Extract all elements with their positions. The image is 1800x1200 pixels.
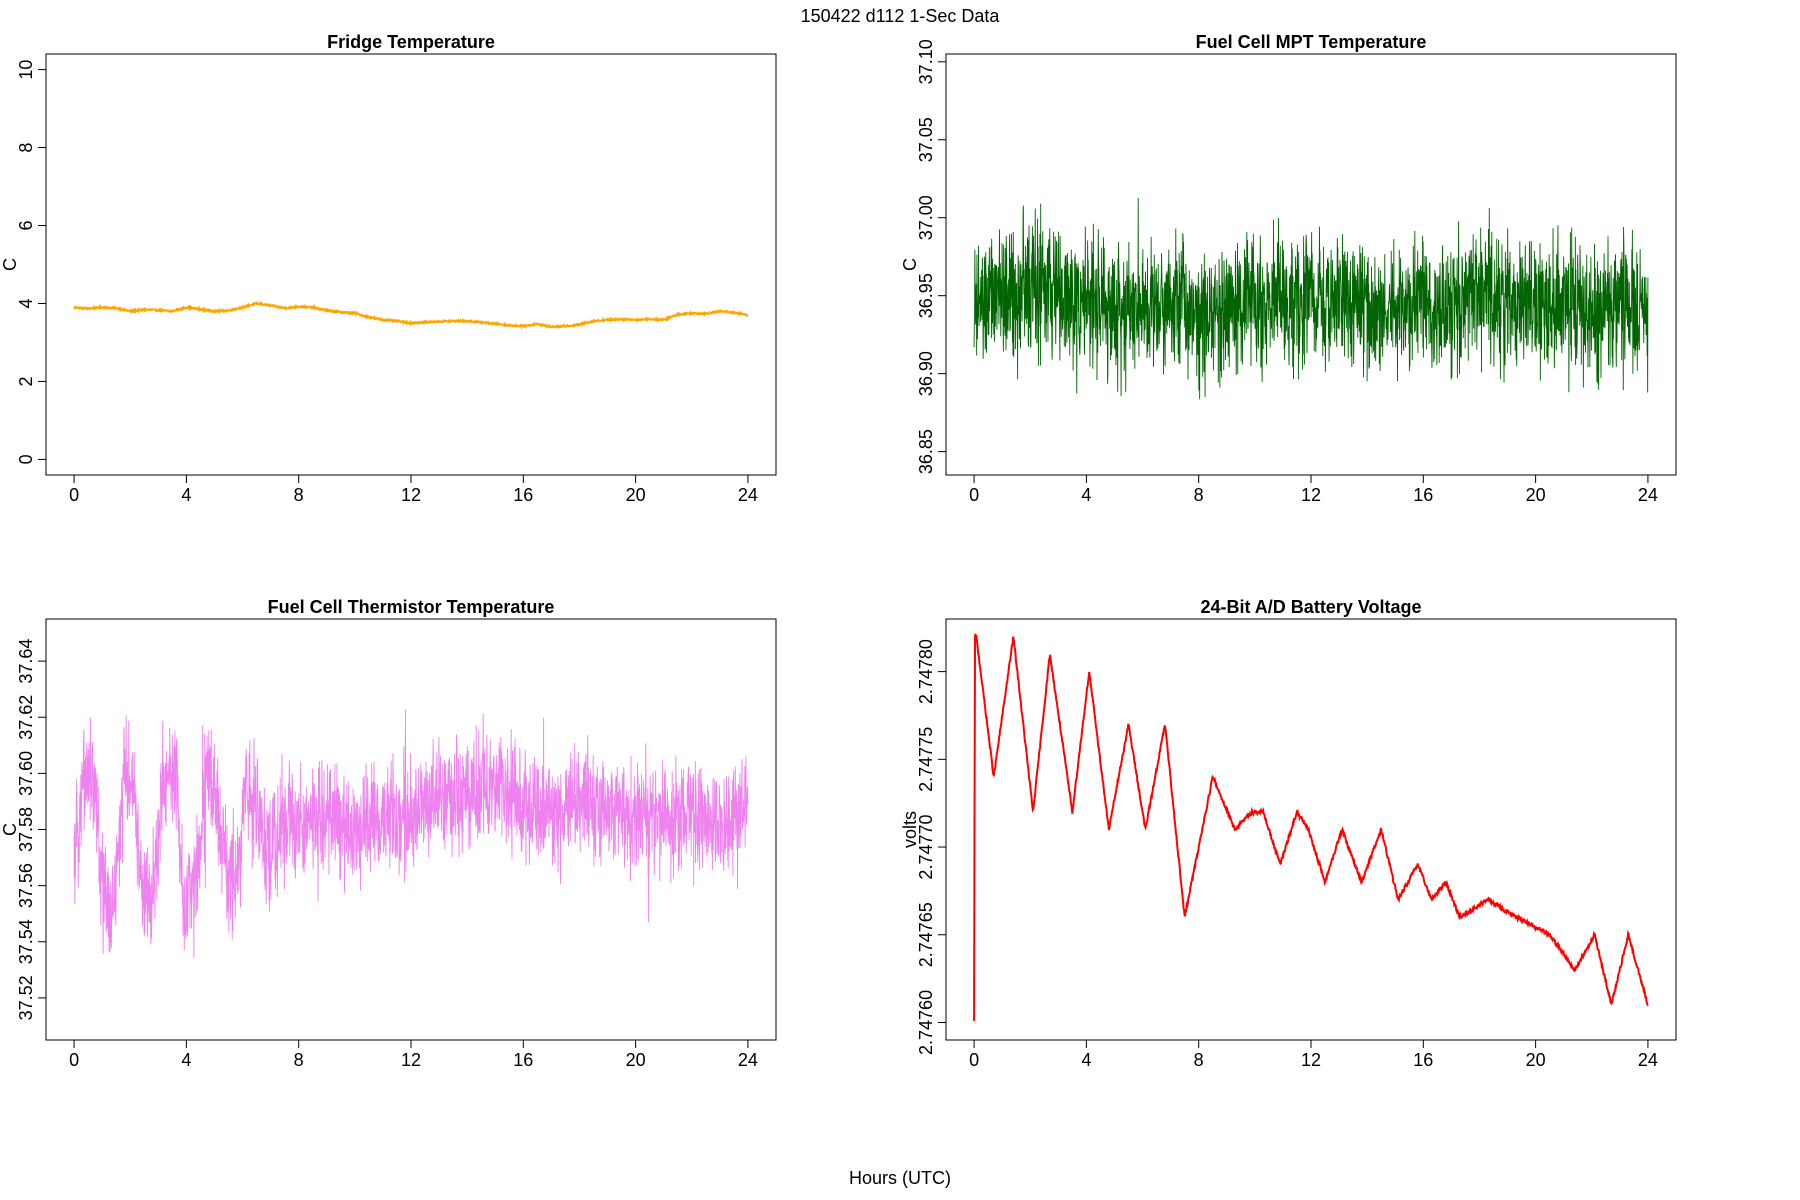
chart3-y-tick-label: 2.74765	[916, 902, 936, 967]
chart0-plot-frame	[45, 53, 777, 476]
chart2-x-tick-label: 16	[513, 1050, 533, 1070]
chart0-x-tick-label: 20	[626, 485, 646, 505]
panel-battery-voltage: 24-Bit A/D Battery Voltage volts 0 4 8 12 16 20…	[900, 597, 1677, 1070]
chart2-y-tick-label: 37.64	[16, 639, 36, 684]
chart3-x-tick-label: 0	[969, 1050, 979, 1070]
chart3-x-tick-label: 20	[1526, 1050, 1546, 1070]
chart2-series-line	[73, 709, 749, 959]
chart2-y-tick-label: 37.60	[16, 751, 36, 796]
chart1-y-tick-label: 37.10	[916, 39, 936, 84]
chart1-x-tick-label: 4	[1081, 485, 1091, 505]
chart3-title: 24-Bit A/D Battery Voltage	[1200, 597, 1421, 617]
chart2-title: Fuel Cell Thermistor Temperature	[268, 597, 555, 617]
chart0-x-tick-label: 24	[738, 485, 758, 505]
chart0-series-line	[73, 300, 749, 331]
chart2-y-tick-label: 37.62	[16, 695, 36, 740]
panel-fuel-cell-mpt-temperature: Fuel Cell MPT Temperature C 0 4 8 12 16 20 24 36.…	[900, 32, 1677, 505]
chart1-x-tick-label: 12	[1301, 485, 1321, 505]
chart0-y-tick-label: 0	[16, 454, 36, 464]
chart0-y-tick-label: 10	[16, 60, 36, 80]
chart3-y-tick-label: 2.74770	[916, 815, 936, 880]
chart2-y-tick-label: 37.52	[16, 975, 36, 1020]
chart2-x-tick-label: 0	[69, 1050, 79, 1070]
chart2-x-tick-label: 12	[401, 1050, 421, 1070]
chart1-y-tick-label: 37.00	[916, 195, 936, 240]
chart3-series-line	[973, 632, 1649, 1022]
chart1-y-tick-label: 36.95	[916, 273, 936, 318]
chart1-y-tick-label: 37.05	[916, 117, 936, 162]
chart0-y-tick-label: 8	[16, 143, 36, 153]
chart0-title: Fridge Temperature	[327, 32, 495, 52]
chart3-x-tick-label: 12	[1301, 1050, 1321, 1070]
chart0-x-tick-label: 16	[513, 485, 533, 505]
chart1-series-line	[973, 198, 1649, 400]
chart1-title: Fuel Cell MPT Temperature	[1196, 32, 1427, 52]
chart1-y-tick-label: 36.85	[916, 429, 936, 474]
chart2-x-tick-label: 8	[294, 1050, 304, 1070]
panel-fuel-cell-thermistor-temperature: Fuel Cell Thermistor Temperature C 0 4 8 12 16…	[0, 597, 777, 1070]
chart2-y-axis-label: C	[0, 823, 20, 836]
chart0-x-tick-label: 0	[69, 485, 79, 505]
chart2-x-tick-label: 20	[626, 1050, 646, 1070]
chart2-y-tick-label: 37.58	[16, 807, 36, 852]
chart0-y-axis-label: C	[0, 258, 20, 271]
chart0-x-tick-label: 12	[401, 485, 421, 505]
chart1-x-tick-label: 24	[1638, 485, 1658, 505]
chart0-x-tick-label: 8	[294, 485, 304, 505]
chart0-y-tick-label: 6	[16, 221, 36, 231]
chart1-y-tick-label: 36.90	[916, 351, 936, 396]
chart1-y-axis-label: C	[900, 258, 920, 271]
chart3-x-tick-label: 24	[1638, 1050, 1658, 1070]
chart2-x-tick-label: 24	[738, 1050, 758, 1070]
chart3-y-tick-label: 2.74760	[916, 990, 936, 1055]
chart2-y-tick-label: 37.56	[16, 863, 36, 908]
chart2-plot-frame	[45, 618, 777, 1041]
chart0-y-tick-label: 2	[16, 376, 36, 386]
figure-x-axis-label: Hours (UTC)	[849, 1168, 951, 1188]
figure-title: 150422 d112 1-Sec Data	[800, 6, 1000, 26]
chart1-x-tick-label: 8	[1194, 485, 1204, 505]
chart3-y-axis-label: volts	[900, 811, 920, 848]
chart3-y-tick-label: 2.74775	[916, 727, 936, 792]
chart3-x-tick-label: 4	[1081, 1050, 1091, 1070]
chart0-x-tick-label: 4	[181, 485, 191, 505]
chart3-x-tick-label: 8	[1194, 1050, 1204, 1070]
chart2-x-tick-label: 4	[181, 1050, 191, 1070]
chart3-x-tick-label: 16	[1413, 1050, 1433, 1070]
chart2-y-tick-label: 37.54	[16, 919, 36, 964]
chart3-y-tick-label: 2.74780	[916, 639, 936, 704]
chart0-y-tick-label: 4	[16, 298, 36, 308]
chart1-x-tick-label: 20	[1526, 485, 1546, 505]
chart1-x-tick-label: 0	[969, 485, 979, 505]
chart1-x-tick-label: 16	[1413, 485, 1433, 505]
chart3-plot-frame	[945, 618, 1677, 1041]
chart1-plot-frame	[945, 53, 1677, 476]
